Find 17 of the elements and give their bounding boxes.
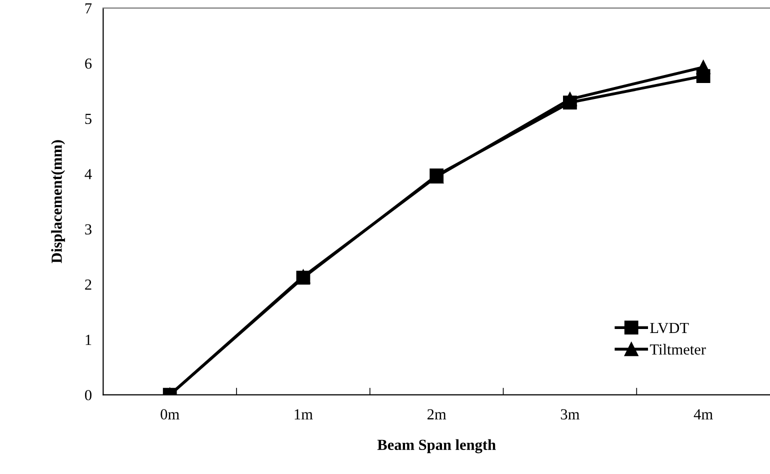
x-tick-label: 1m: [294, 409, 313, 420]
x-tick-label: 4m: [694, 409, 713, 420]
y-axis-title: Displacement(mm): [51, 140, 65, 264]
y-tick-label: 1: [86, 334, 92, 345]
x-tick-label: 3m: [560, 409, 580, 420]
y-tick-label: 7: [85, 3, 92, 14]
legend-label: Tiltmeter: [650, 344, 706, 355]
x-tick-label: 2m: [428, 409, 446, 420]
y-tick-label: 6: [85, 58, 92, 69]
y-tick-label: 3: [85, 224, 92, 235]
x-tick-label: 0m: [160, 409, 180, 420]
x-axis-title: Beam Span length: [377, 439, 496, 454]
y-tick-label: 0: [85, 390, 92, 400]
y-tick-label: 5: [85, 114, 92, 124]
y-tick-label: 4: [84, 169, 92, 180]
legend-label: LVDT: [650, 322, 689, 334]
y-tick-label: 2: [85, 280, 92, 290]
